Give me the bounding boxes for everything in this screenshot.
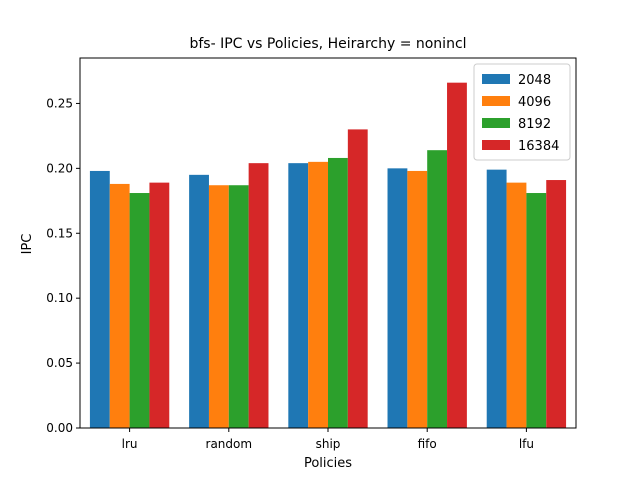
y-tick-label: 0.25 [46, 96, 73, 110]
bars-layer [89, 82, 567, 429]
bar-fifo-16384 [447, 82, 467, 429]
x-tick-label: fifo [418, 437, 437, 451]
y-tick-label: 0.05 [46, 356, 73, 370]
bar-lfu-2048 [486, 169, 507, 428]
legend: 2048 4096 8192 16384 [473, 63, 571, 161]
legend-label-4096: 4096 [518, 95, 551, 110]
y-tick-label: 0.15 [46, 226, 73, 240]
y-tick-label: 0.20 [46, 161, 73, 175]
bar-lfu-4096 [506, 182, 527, 428]
x-axis-label: Policies [304, 456, 352, 471]
y-tick-label: 0.10 [46, 291, 73, 305]
bar-fifo-2048 [387, 168, 408, 428]
axes-layer: 0.00 0.05 0.10 0.15 0.20 0.25 lru random ship fif… [46, 57, 577, 451]
legend-label-2048: 2048 [518, 73, 551, 88]
x-tick-label: lfu [519, 437, 534, 451]
y-tick-label: 0.00 [46, 421, 73, 435]
legend-box [473, 63, 571, 161]
bar-ship-4096 [308, 161, 328, 429]
bar-fifo-4096 [407, 170, 428, 428]
legend-label-16384: 16384 [518, 139, 559, 154]
bar-random-8192 [228, 185, 249, 428]
bar-lfu-16384 [546, 180, 567, 428]
legend-swatch-4096 [482, 96, 510, 106]
bar-lru-16384 [149, 182, 170, 428]
bar-random-2048 [189, 174, 209, 428]
chart-title: bfs- IPC vs Policies, Heirarchy = noninc… [189, 36, 466, 52]
bar-random-4096 [208, 185, 229, 428]
y-axis-label: IPC [20, 234, 35, 255]
bar-ship-2048 [288, 163, 309, 428]
legend-swatch-8192 [482, 118, 510, 128]
bar-ship-16384 [347, 129, 368, 428]
legend-label-8192: 8192 [518, 117, 551, 132]
bar-fifo-8192 [427, 150, 448, 428]
bar-random-16384 [248, 163, 269, 428]
bar-lru-2048 [89, 170, 110, 428]
bar-lru-4096 [109, 183, 130, 428]
bar-lfu-8192 [526, 193, 547, 428]
bar-ship-8192 [328, 157, 348, 428]
x-tick-label: random [206, 437, 253, 451]
bar-lru-8192 [129, 193, 150, 428]
x-tick-label: lru [122, 437, 138, 451]
x-tick-label: ship [316, 437, 341, 451]
legend-swatch-2048 [482, 74, 510, 84]
legend-swatch-16384 [482, 140, 510, 150]
